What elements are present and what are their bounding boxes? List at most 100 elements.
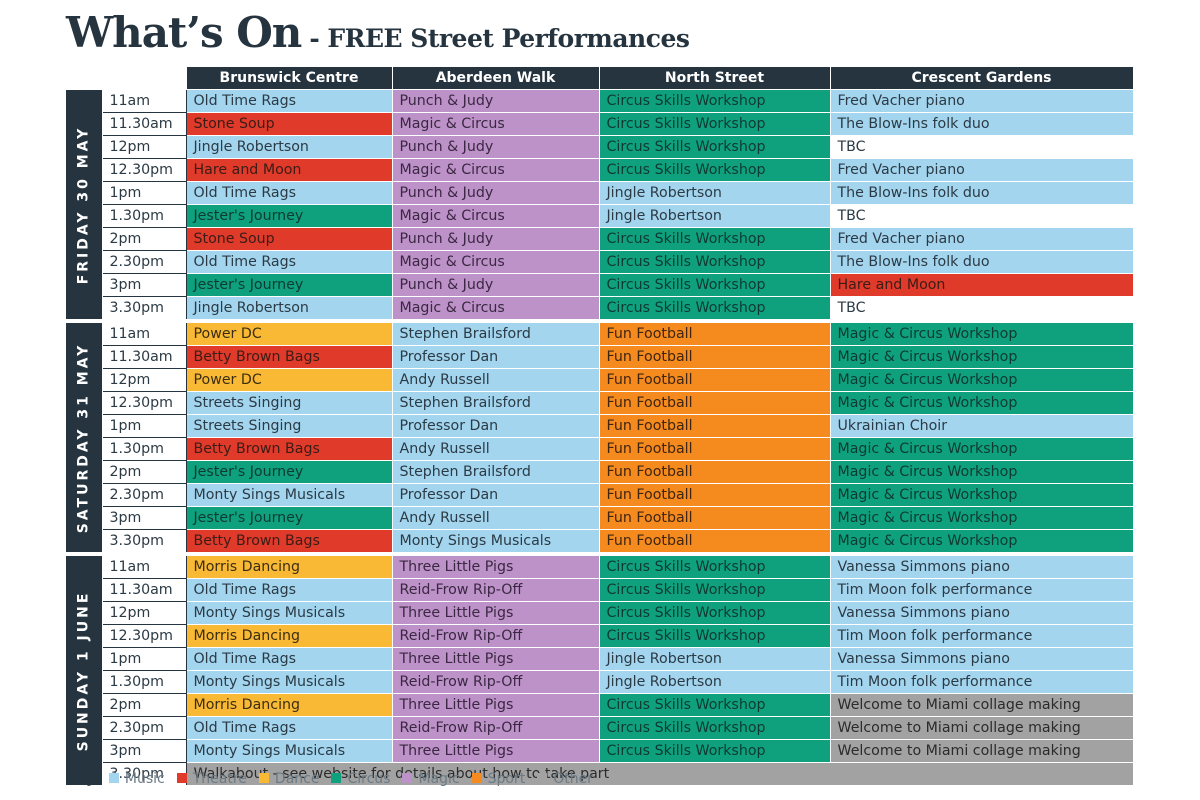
event-cell: Circus Skills Workshop (599, 578, 831, 602)
time-cell: 1.30pm (102, 204, 187, 228)
time-cell: 2pm (102, 227, 187, 251)
venue-header: Brunswick Centre (186, 67, 393, 90)
event-cell: Reid-Frow Rip-Off (392, 578, 600, 602)
legend-swatch (108, 773, 119, 783)
legend-label: Sport (487, 771, 526, 787)
event-cell: Fun Football (599, 321, 831, 346)
time-cell: 3pm (102, 273, 187, 297)
event-cell: Jester's Journey (186, 273, 393, 297)
event-cell: Vanessa Simmons piano (830, 554, 1134, 579)
event-cell: Old Time Rags (186, 250, 393, 274)
event-cell: Circus Skills Workshop (599, 624, 831, 648)
legend-item-magic: Magic (402, 771, 460, 787)
event-cell: Fun Football (599, 460, 831, 484)
schedule-row: 12pm Jingle Robertson Punch & Judy Circus S… (66, 135, 1134, 159)
event-cell: Monty Sings Musicals (186, 739, 393, 763)
legend-label: Circus (347, 771, 391, 787)
event-cell: Jingle Robertson (599, 647, 831, 671)
legend-label: Theatre (192, 771, 247, 787)
day-label: FRIDAY 30 MAY (66, 89, 103, 323)
event-cell: Circus Skills Workshop (599, 739, 831, 763)
schedule-row: SUNDAY 1 JUNE 11am Morris Dancing Three Lit… (66, 554, 1134, 789)
event-cell: Magic & Circus (392, 158, 600, 182)
schedule-row: 2pm Stone Soup Punch & Judy Circus Skills W… (66, 227, 1134, 251)
event-cell: The Blow-Ins folk duo (830, 112, 1134, 136)
schedule-row: 11.30am Betty Brown Bags Professor Dan Fun … (66, 345, 1134, 369)
event-cell: Andy Russell (392, 368, 600, 392)
event-cell: Reid-Frow Rip-Off (392, 716, 600, 740)
event-cell: Magic & Circus Workshop (830, 391, 1134, 415)
legend-swatch (331, 773, 342, 783)
time-cell: 1.30pm (102, 670, 187, 694)
schedule-row: FRIDAY 30 MAY 11am Old Time Rags Punch & Ju… (66, 89, 1134, 323)
time-cell: 11am (102, 89, 187, 113)
event-cell: Fun Football (599, 414, 831, 438)
event-cell: Vanessa Simmons piano (830, 601, 1134, 625)
event-cell: Magic & Circus Workshop (830, 460, 1134, 484)
legend-item-circus: Circus (331, 771, 390, 787)
schedule-row: 1.30pm Monty Sings Musicals Reid-Frow Rip-… (66, 670, 1134, 694)
time-cell: 3.30pm (102, 529, 187, 556)
time-cell: 2.30pm (102, 250, 187, 274)
event-cell: Magic & Circus (392, 296, 600, 323)
event-cell: Punch & Judy (392, 89, 600, 113)
event-cell: Streets Singing (186, 391, 393, 415)
schedule-row: 12.30pm Morris Dancing Reid-Frow Rip-Off Ci… (66, 624, 1134, 648)
time-cell: 12pm (102, 368, 187, 392)
event-cell: Power DC (186, 368, 393, 392)
schedule-body: FRIDAY 30 MAY 11am Old Time Rags Punch & Ju… (66, 89, 1134, 789)
event-cell: Circus Skills Workshop (599, 158, 831, 182)
event-cell: Circus Skills Workshop (599, 227, 831, 251)
legend-label: Other (553, 771, 593, 787)
event-cell: Magic & Circus Workshop (830, 368, 1134, 392)
schedule-row: 3.30pm Betty Brown Bags Monty Sings Musica… (66, 529, 1134, 556)
legend-label: Dance (274, 771, 320, 787)
event-cell: Magic & Circus (392, 112, 600, 136)
legend-label: Magic (418, 771, 460, 787)
legend-item-theatre: Theatre (176, 771, 247, 787)
schedule-row: 12.30pm Hare and Moon Magic & Circus Circus… (66, 158, 1134, 182)
legend-swatch (471, 773, 482, 783)
schedule-row: 3pm Monty Sings Musicals Three Little Pigs… (66, 739, 1134, 763)
event-cell: Betty Brown Bags (186, 345, 393, 369)
schedule-row: 2pm Morris Dancing Three Little Pigs Circus… (66, 693, 1134, 717)
title-sub: - FREE Street Performances (309, 24, 690, 53)
schedule-row: 1pm Old Time Rags Three Little Pigs Jingle … (66, 647, 1134, 671)
time-cell: 1pm (102, 647, 187, 671)
event-cell: Fun Football (599, 483, 831, 507)
event-cell: Vanessa Simmons piano (830, 647, 1134, 671)
event-cell: Professor Dan (392, 414, 600, 438)
event-cell: Three Little Pigs (392, 739, 600, 763)
event-cell: Magic & Circus Workshop (830, 321, 1134, 346)
event-cell: Morris Dancing (186, 624, 393, 648)
schedule-row: 1pm Streets Singing Professor Dan Fun Footb… (66, 414, 1134, 438)
day-label-text: FRIDAY 30 MAY (75, 125, 92, 284)
event-cell: Ukrainian Choir (830, 414, 1134, 438)
event-cell: Circus Skills Workshop (599, 693, 831, 717)
event-cell: Power DC (186, 321, 393, 346)
time-cell: 12.30pm (102, 158, 187, 182)
event-cell: Jingle Robertson (186, 135, 393, 159)
event-cell: TBC (830, 135, 1134, 159)
event-cell: Welcome to Miami collage making (830, 739, 1134, 763)
event-cell: Magic & Circus Workshop (830, 437, 1134, 461)
title-main: What’s On (66, 8, 302, 57)
event-cell: Reid-Frow Rip-Off (392, 624, 600, 648)
event-cell: Betty Brown Bags (186, 437, 393, 461)
event-cell: Reid-Frow Rip-Off (392, 670, 600, 694)
schedule-row: 11.30am Stone Soup Magic & Circus Circus Sk… (66, 112, 1134, 136)
event-cell: Fred Vacher piano (830, 158, 1134, 182)
legend-item-music: Music (108, 771, 165, 787)
time-cell: 1pm (102, 414, 187, 438)
header-blank (66, 67, 103, 90)
event-cell: Streets Singing (186, 414, 393, 438)
time-cell: 12pm (102, 135, 187, 159)
day-label-text: SATURDAY 31 MAY (75, 342, 92, 533)
schedule-row: 12pm Monty Sings Musicals Three Little Pig… (66, 601, 1134, 625)
event-cell: Stephen Brailsford (392, 460, 600, 484)
legend-swatch (258, 773, 269, 783)
time-cell: 11.30am (102, 112, 187, 136)
event-cell: Magic & Circus Workshop (830, 529, 1134, 556)
schedule-row: 3pm Jester's Journey Andy Russell Fun Footb… (66, 506, 1134, 530)
event-cell: Walkabout - see website for details abou… (186, 762, 1134, 789)
